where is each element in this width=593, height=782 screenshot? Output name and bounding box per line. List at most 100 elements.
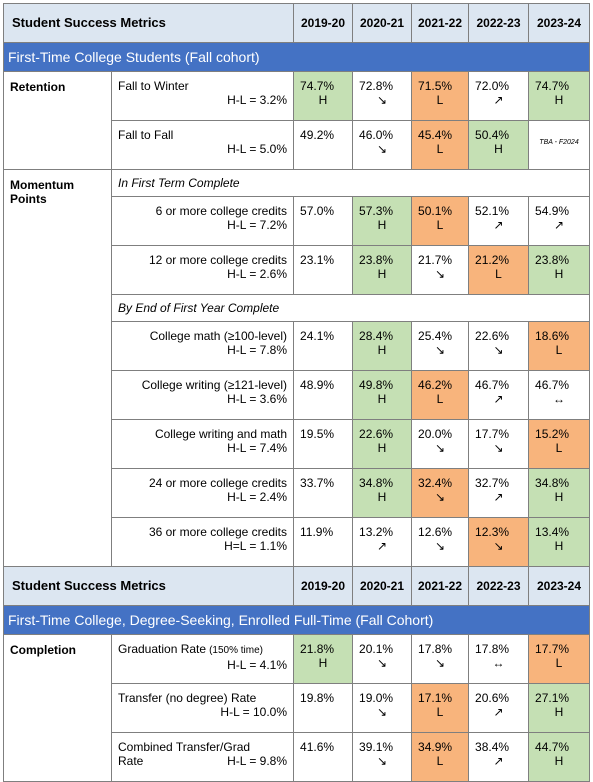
table-row: Transfer (no degree) Rate H-L = 10.0% 19.8… xyxy=(4,683,591,733)
value-cell: TBA - F2024 xyxy=(528,120,591,170)
metrics-table: Student Success Metrics 2019-20 2020-21 202… xyxy=(2,3,591,782)
value-number: 15.2% xyxy=(535,427,570,441)
trend-marker: ↗ xyxy=(493,705,504,719)
metric-cell: Graduation Rate (150% time) H-L = 4.1% xyxy=(110,634,295,684)
trend-marker: H xyxy=(318,93,328,107)
value-number: 21.2% xyxy=(475,253,510,267)
trend-marker: ↔ xyxy=(492,656,505,670)
high-low-spread: H-L = 10.0% xyxy=(220,705,288,719)
value-number: 32.7% xyxy=(475,476,510,490)
metric-name: Graduation Rate xyxy=(118,642,207,656)
metric-name: 36 or more college credits xyxy=(148,525,288,539)
value-cell: 38.4% ↗ xyxy=(468,732,530,782)
table-row: Retention Fall to Winter H-L = 3.2% 74.7% H 7… xyxy=(3,71,591,170)
value-cell: 46.7% ↗ xyxy=(468,370,530,420)
trend-marker: ↘ xyxy=(434,343,446,357)
table-title: Student Success Metrics xyxy=(2,3,295,43)
value-cell: 33.7% xyxy=(293,468,354,518)
table-row: Fall to Fall H-L = 5.0% 49.2% 46.0% ↘ 45.4% L 5… xyxy=(4,120,591,170)
value-cell: 54.9% ↗ xyxy=(528,196,591,246)
value-cell: 13.2% ↗ xyxy=(352,517,413,567)
high-low-spread: H-L = 3.6% xyxy=(227,392,288,406)
value-cell: 19.0% ↘ xyxy=(352,683,413,733)
value-number: 20.0% xyxy=(418,427,453,441)
trend-marker: ↘ xyxy=(434,539,446,553)
value-cell: 19.5% xyxy=(293,419,354,469)
metric-cell: 12 or more college credits H-L = 2.6% xyxy=(110,245,295,295)
metric-name-line: Graduation Rate (150% time) xyxy=(118,642,287,658)
value-number: 52.1% xyxy=(475,204,510,218)
metric-name: College writing and math xyxy=(154,427,288,441)
value-cell: 21.7% ↘ xyxy=(411,245,470,295)
value-number: 46.2% xyxy=(418,378,453,392)
value-number: 12.3% xyxy=(475,525,510,539)
value-cell: 28.4% H xyxy=(352,321,413,371)
trend-marker: ↘ xyxy=(434,441,446,455)
value-number: 72.0% xyxy=(475,79,510,93)
metric-cell: College writing and math H-L = 7.4% xyxy=(110,419,295,469)
value-number: 54.9% xyxy=(535,204,570,218)
metric-cell: Combined Transfer/Grad Rate H-L = 9.8% xyxy=(110,732,295,782)
metric-cell: College writing (≥121-level) H-L = 3.6% xyxy=(110,370,295,420)
value-cell: 17.1% L xyxy=(411,683,470,733)
subheading-label: In First Term Complete xyxy=(110,169,591,197)
value-cell: 46.7% ↔ xyxy=(528,370,591,420)
value-number: 13.2% xyxy=(359,525,394,539)
value-cell: 34.9% L xyxy=(411,732,470,782)
metric-cell: Fall to Winter H-L = 3.2% xyxy=(110,71,295,121)
value-cell: 19.8% xyxy=(293,683,354,733)
year-header: 2023-24 xyxy=(528,3,591,43)
value-number: 20.1% xyxy=(359,642,394,656)
value-cell: 12.3% ↘ xyxy=(468,517,530,567)
trend-marker: H xyxy=(318,656,328,670)
value-cell: 21.8% H xyxy=(293,634,354,684)
subheading-row: Momentum Points In First Term Complete xyxy=(3,169,591,567)
value-cell: 27.1% H xyxy=(528,683,591,733)
value-number: 45.4% xyxy=(418,128,453,142)
metric-name-note: (150% time) xyxy=(209,645,263,656)
year-header: 2021-22 xyxy=(411,3,470,43)
table-row: College math (≥100-level) H-L = 7.8% 24.1%… xyxy=(4,321,591,371)
cohort-band: First-Time College, Degree-Seeking, Enro… xyxy=(2,605,591,635)
value-number: 50.1% xyxy=(418,204,453,218)
value-cell: 49.2% xyxy=(293,120,354,170)
metric-cell: College math (≥100-level) H-L = 7.8% xyxy=(110,321,295,371)
trend-marker: H xyxy=(377,343,387,357)
high-low-spread: H-L = 7.8% xyxy=(227,343,288,357)
value-number: 44.7% xyxy=(535,740,570,754)
value-number: 21.8% xyxy=(300,642,335,656)
value-number: 24.1% xyxy=(300,329,335,343)
trend-marker: L xyxy=(436,754,444,768)
metric-name: 12 or more college credits xyxy=(148,253,288,267)
trend-marker: L xyxy=(436,218,444,232)
value-number: 17.8% xyxy=(475,642,510,656)
trend-marker: H xyxy=(554,754,564,768)
trend-marker: ↘ xyxy=(434,656,446,670)
value-number: 38.4% xyxy=(475,740,510,754)
high-low-spread: H-L = 5.0% xyxy=(227,142,288,156)
value-number: 22.6% xyxy=(475,329,510,343)
trend-marker: ↗ xyxy=(553,218,565,232)
value-number: 46.0% xyxy=(359,128,394,142)
metric-cell: Transfer (no degree) Rate H-L = 10.0% xyxy=(110,683,295,733)
value-cell: 34.8% H xyxy=(528,468,591,518)
value-number: 25.4% xyxy=(418,329,453,343)
trend-marker: H xyxy=(554,267,564,281)
value-cell: 45.4% L xyxy=(411,120,470,170)
table-header-row: Student Success Metrics 2019-20 2020-21 202… xyxy=(2,566,591,606)
value-cell: 21.2% L xyxy=(468,245,530,295)
value-number: 11.9% xyxy=(300,525,334,539)
value-number: 23.8% xyxy=(535,253,570,267)
value-number: 20.6% xyxy=(475,691,510,705)
metric-cell: 36 or more college credits H=L = 1.1% xyxy=(110,517,295,567)
value-number: 19.0% xyxy=(359,691,394,705)
year-header: 2022-23 xyxy=(468,566,530,606)
value-cell: 18.6% L xyxy=(528,321,591,371)
trend-marker: ↔ xyxy=(553,392,566,406)
value-cell: 34.8% H xyxy=(352,468,413,518)
value-number: 49.8% xyxy=(359,378,394,392)
year-header: 2022-23 xyxy=(468,3,530,43)
value-cell: 25.4% ↘ xyxy=(411,321,470,371)
value-number: 18.6% xyxy=(535,329,570,343)
value-number: 74.7% xyxy=(535,79,570,93)
